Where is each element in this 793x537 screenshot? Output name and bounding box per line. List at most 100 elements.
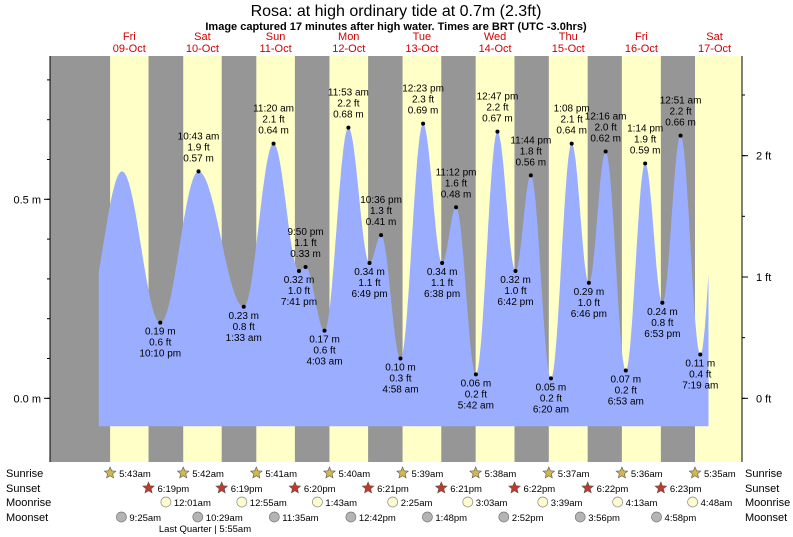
high-tide-dot xyxy=(678,133,683,138)
left-tick-label: 0.0 m xyxy=(13,393,41,405)
low-tide-label: 0.2 ft xyxy=(615,385,637,396)
high-tide-dot xyxy=(196,169,201,174)
sunrise-star-icon xyxy=(542,466,556,479)
high-tide-label: 10:43 am xyxy=(178,131,220,142)
moonrise-time: 12:01am xyxy=(174,498,211,509)
low-tide-label: 4:58 am xyxy=(382,385,418,396)
sunrise-star-icon xyxy=(103,466,117,479)
moonrise-time: 3:39am xyxy=(551,498,583,509)
chart-subtitle: Image captured 17 minutes after high wat… xyxy=(205,21,587,33)
high-tide-label: 0.69 m xyxy=(408,106,439,117)
high-tide-dot xyxy=(421,121,426,126)
low-tide-label: 0.29 m xyxy=(574,287,605,298)
sunrise-star-icon xyxy=(615,466,629,479)
low-tide-label: 0.34 m xyxy=(427,267,458,278)
high-tide-label: 12:51 am xyxy=(660,96,702,107)
high-tide-dot xyxy=(454,205,459,210)
low-tide-label: 1.1 ft xyxy=(431,278,453,289)
sunset-star-icon xyxy=(142,481,155,494)
right-tick-label: 2 ft xyxy=(756,151,771,163)
high-tide-dot xyxy=(495,129,500,134)
high-tide-label: 1.6 ft xyxy=(445,178,467,189)
low-tide-label: 1.0 ft xyxy=(504,286,526,297)
chart-title: Rosa: at high ordinary tide at 0.7m (2.3… xyxy=(251,3,542,20)
high-tide-label: 0.67 m xyxy=(482,114,513,125)
high-tide-label: 0.64 m xyxy=(556,126,587,137)
left-tick-label: 0.5 m xyxy=(13,194,41,206)
moonrise-icon xyxy=(312,496,323,508)
sunrise-star-icon xyxy=(688,466,702,479)
low-tide-label: 4:03 am xyxy=(306,357,342,368)
moonset-time: 9:25am xyxy=(129,513,161,524)
day-date-label: 12-Oct xyxy=(332,43,365,55)
day-name-label: Fri xyxy=(123,31,136,43)
high-tide-label: 11:44 pm xyxy=(510,135,551,146)
high-tide-dot xyxy=(643,161,648,166)
low-tide-label: 0.23 m xyxy=(228,311,259,322)
day-name-label: Sat xyxy=(706,31,723,43)
high-tide-label: 12:16 am xyxy=(585,112,627,123)
sunset-star-icon xyxy=(361,481,375,494)
high-tide-label: 0.41 m xyxy=(366,217,397,228)
low-tide-label: 0.4 ft xyxy=(689,370,711,381)
low-tide-label: 0.8 ft xyxy=(233,322,255,333)
high-tide-label: 1:14 pm xyxy=(627,123,663,134)
moonset-time: 11:35am xyxy=(282,513,318,524)
low-tide-label: 6:38 pm xyxy=(424,289,460,300)
day-name-label: Fri xyxy=(635,31,648,43)
moonrise-icon xyxy=(537,496,549,508)
sunrise-star-icon xyxy=(249,466,263,479)
moonset-icon xyxy=(192,511,204,523)
high-tide-label: 2.1 ft xyxy=(561,115,583,126)
sunrise-label-left: Sunrise xyxy=(6,468,43,480)
sunrise-time: 5:41am xyxy=(265,469,297,480)
low-tide-label: 6:46 pm xyxy=(571,309,607,320)
high-tide-label: 1.3 ft xyxy=(370,206,392,217)
moon-phase-note: Last Quarter | 5:55am xyxy=(159,524,251,535)
high-tide-label: 2.3 ft xyxy=(412,95,434,106)
low-tide-label: 6:20 am xyxy=(533,404,569,415)
sunrise-star-icon xyxy=(469,466,483,479)
day-date-label: 13-Oct xyxy=(405,43,438,55)
low-tide-dot xyxy=(698,352,703,357)
low-tide-dot xyxy=(660,300,665,305)
moonset-icon xyxy=(268,511,280,523)
low-tide-label: 7:41 pm xyxy=(281,297,317,308)
sunrise-label-right: Sunrise xyxy=(745,468,782,480)
low-tide-label: 7:19 am xyxy=(682,381,718,392)
high-tide-label: 0.33 m xyxy=(290,249,321,260)
day-labels: Fri09-OctSat10-OctSun11-OctMon12-OctTue1… xyxy=(113,31,731,55)
low-tide-label: 1.0 ft xyxy=(288,286,310,297)
low-tide-label: 6:42 pm xyxy=(497,297,533,308)
low-tide-dot xyxy=(623,368,628,373)
moonrise-time: 3:03am xyxy=(476,498,508,509)
sunset-time: 6:20pm xyxy=(304,484,336,495)
low-tide-label: 1:33 am xyxy=(226,333,262,344)
low-tide-dot xyxy=(440,260,445,265)
sunrise-time: 5:42am xyxy=(192,469,224,480)
moonset-time: 4:58pm xyxy=(665,513,697,524)
day-date-label: 17-Oct xyxy=(698,43,731,55)
sunrise-time: 5:38am xyxy=(485,469,517,480)
sunset-time: 6:22pm xyxy=(523,484,555,495)
low-tide-dot xyxy=(367,260,372,265)
sunset-star-icon xyxy=(215,481,229,494)
sunset-star-icon xyxy=(581,481,595,494)
moonrise-label-right: Moonrise xyxy=(745,497,790,509)
high-tide-dot xyxy=(303,264,308,269)
low-tide-label: 6:53 pm xyxy=(644,329,680,340)
moonset-icon xyxy=(574,511,586,523)
high-tide-label: 0.68 m xyxy=(333,110,364,121)
moonrise-icon xyxy=(387,496,399,508)
day-date-label: 11-Oct xyxy=(259,43,291,55)
high-tide-label: 12:47 pm xyxy=(477,92,519,103)
low-tide-dot xyxy=(398,356,403,361)
moonrise-time: 2:25am xyxy=(401,498,433,509)
sunset-star-icon xyxy=(654,481,668,494)
moonrise-time: 1:43am xyxy=(325,498,357,509)
low-tide-label: 0.07 m xyxy=(611,374,642,385)
high-tide-dot xyxy=(603,149,608,154)
sunset-label-left: Sunset xyxy=(6,483,40,495)
